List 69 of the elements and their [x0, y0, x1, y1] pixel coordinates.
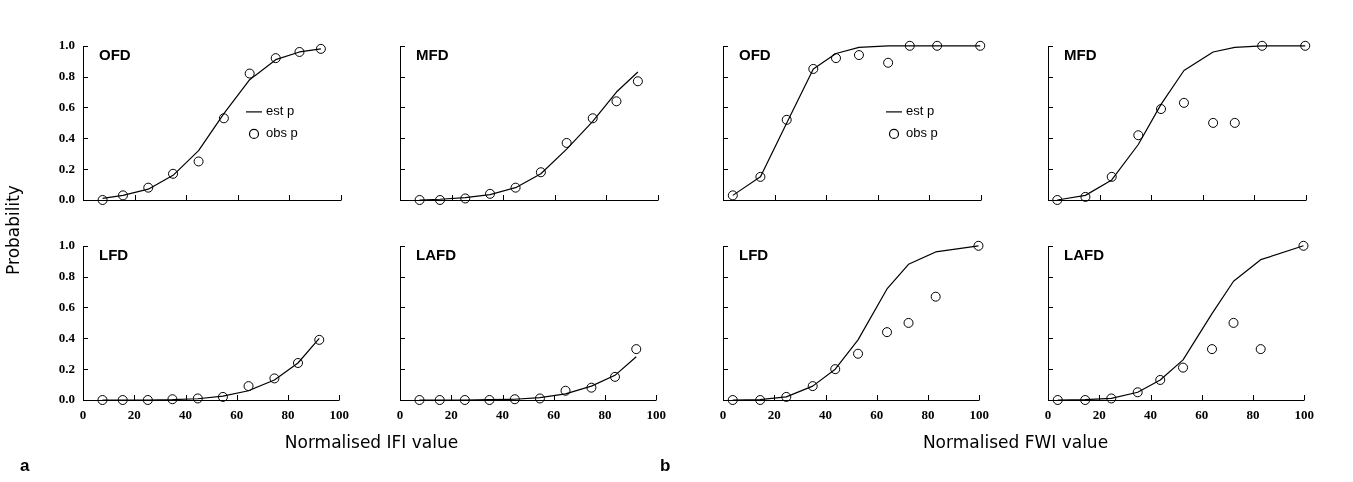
point	[1298, 240, 1309, 251]
x-tick-label: 0	[396, 407, 404, 423]
point	[883, 57, 894, 68]
x-tick-label: 40	[496, 407, 509, 423]
x-tick-label: 100	[329, 407, 349, 423]
x-tick-label: 100	[969, 407, 989, 423]
y-tick-label: 0.0	[58, 191, 75, 207]
x-tick-label: 60	[230, 407, 244, 423]
chart-title: LFD	[99, 245, 129, 263]
x-tick-label: 100	[646, 407, 666, 423]
x-tick-label: 20	[444, 407, 458, 423]
x-tick-label: 100	[1294, 407, 1314, 423]
chart-title: MFD	[416, 45, 449, 63]
y-tick-label: 0.2	[58, 160, 75, 176]
point	[853, 50, 864, 61]
x-axis-title: Normalised FWI value	[922, 432, 1109, 452]
x-axis-title: Normalised IFI value	[284, 432, 459, 452]
x-tick-label: 40	[179, 407, 192, 423]
y-tick-label: 0.0	[58, 391, 75, 407]
text: a	[20, 456, 30, 476]
x-tick-label: 60	[870, 407, 884, 423]
point	[727, 190, 738, 201]
point	[631, 344, 642, 355]
point	[831, 53, 841, 64]
point	[561, 137, 572, 148]
x-tick-label: 80	[281, 407, 295, 423]
point	[973, 240, 984, 251]
y-tick-label: 1.0	[58, 237, 75, 253]
x-tick-label: 40	[819, 407, 832, 423]
chart-title: OFD	[99, 45, 131, 63]
y-tick-label: 0.6	[58, 98, 76, 114]
chart-title: LAFD	[1064, 245, 1105, 263]
y-tick-label: 0.4	[58, 129, 76, 145]
x-tick-label: 80	[1246, 407, 1260, 423]
chart-title: OFD	[739, 45, 771, 63]
y-tick-label: 0.8	[58, 68, 76, 83]
point	[611, 96, 622, 107]
text: b	[660, 456, 671, 476]
point	[975, 40, 986, 51]
y-tick-label: 0.4	[58, 329, 76, 345]
y-tick-label: 0.2	[58, 360, 75, 376]
chart-title: LFD	[739, 245, 769, 263]
x-tick-label: 80	[921, 407, 935, 423]
y-tick-label: 0.6	[58, 298, 76, 314]
x-tick-label: 20	[767, 407, 781, 423]
x-tick-label: 0	[1044, 407, 1052, 423]
x-tick-label: 40	[1144, 407, 1157, 423]
x-tick-label: 20	[1092, 407, 1106, 423]
y-tick-label: 1.0	[58, 37, 75, 53]
point	[243, 381, 254, 392]
point	[1300, 40, 1311, 51]
chart-title: LAFD	[416, 245, 457, 263]
legend-label: obs p	[906, 125, 938, 141]
legend-label: est p	[266, 103, 295, 119]
x-tick-label: 80	[598, 407, 612, 423]
point	[193, 156, 204, 167]
x-tick-label: 0	[79, 407, 87, 423]
x-tick-label: 20	[127, 407, 141, 423]
legend-label: obs p	[266, 125, 298, 141]
y-axis-title: Probability	[3, 185, 23, 275]
legend-label: est p	[906, 103, 935, 119]
x-tick-label: 0	[719, 407, 727, 423]
chart-title: MFD	[1064, 45, 1097, 63]
point	[244, 68, 255, 79]
x-tick-label: 60	[547, 407, 561, 423]
point	[314, 334, 325, 345]
x-tick-label: 60	[1195, 407, 1209, 423]
y-tick-label: 0.8	[58, 268, 76, 283]
point	[632, 76, 643, 87]
